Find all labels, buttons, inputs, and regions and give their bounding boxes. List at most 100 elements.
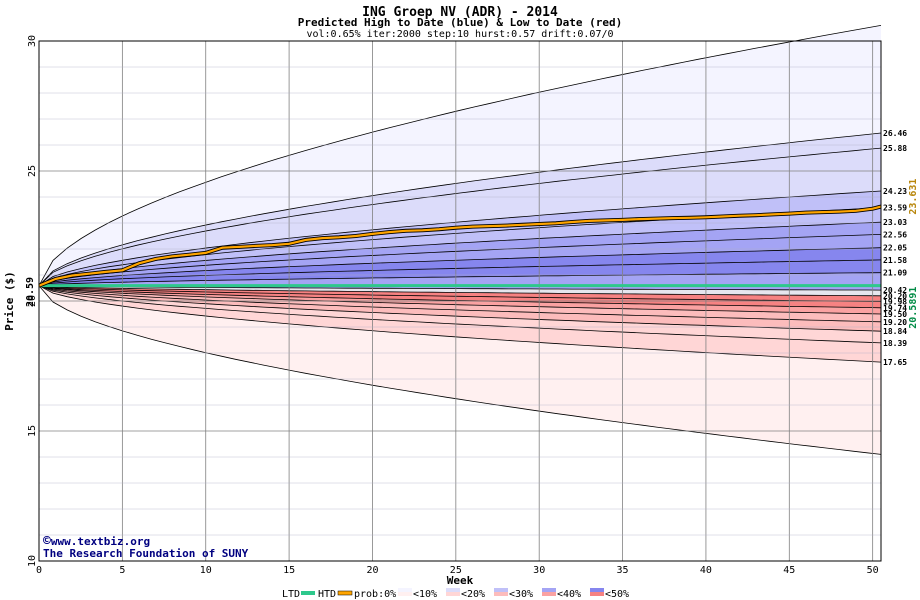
band-boundary-0	[38, 25, 882, 286]
low-band-7	[39, 285, 881, 455]
watermark-line-2: The Research Foundation of SUNY	[43, 547, 249, 560]
band-end-label: 23.59	[883, 204, 907, 213]
band-end-label: 18.84	[883, 327, 907, 336]
low-band-0	[39, 285, 881, 302]
band-boundary-11	[38, 285, 882, 297]
legend-prob-label: prob:0%	[354, 589, 396, 600]
legend-swatch-blue	[398, 588, 412, 592]
band-boundary-6	[38, 234, 882, 287]
band-end-label: 19.50	[883, 310, 907, 319]
x-tick-label: 0	[36, 565, 42, 576]
legend-swatch-blue	[542, 588, 556, 592]
legend-item-label: <40%	[557, 589, 581, 600]
plot-frame	[38, 40, 882, 562]
x-tick-label: 5	[119, 565, 125, 576]
band-end-labels: 26.46 25.88 24.23 23.59 23.03 22.56 22.05 21.58…	[883, 129, 907, 367]
legend-htd-label: HTD	[318, 589, 336, 600]
high-band-5	[39, 222, 881, 286]
watermark-url: www.textbiz.org	[51, 535, 150, 548]
legend-item-label: <50%	[605, 589, 629, 600]
legend-item-label: <20%	[461, 589, 485, 600]
grid-lines	[38, 40, 881, 562]
legend-ltd-label: LTD	[282, 589, 300, 600]
legend-ltd-swatch	[301, 591, 315, 595]
legend-swatch-red	[398, 592, 412, 596]
band-end-label: 22.56	[883, 230, 907, 239]
low-band-2	[39, 285, 881, 314]
copyright-symbol: ©	[43, 534, 51, 549]
legend-swatch-blue	[590, 588, 604, 592]
high-band-3	[39, 191, 881, 286]
band-boundary-12	[38, 285, 882, 302]
x-tick-label: 35	[617, 565, 629, 576]
legend-swatch-blue	[446, 588, 460, 592]
band-boundary-14	[38, 285, 882, 315]
low-band-5	[39, 285, 881, 343]
legend: LTD HTD prob:0% <10% <20% <30% <40% <50%	[282, 588, 629, 600]
chart-params: vol:0.65% iter:2000 step:10 hurst:0.57 d…	[306, 29, 613, 40]
x-tick-label: 50	[867, 565, 879, 576]
legend-swatch-blue	[494, 588, 508, 592]
legend-prob-items: <10% <20% <30% <40% <50%	[398, 588, 629, 600]
low-band-1	[39, 285, 881, 308]
band-end-label: 21.58	[883, 256, 907, 265]
band-boundary-16	[38, 285, 882, 332]
high-band-4	[39, 207, 881, 286]
band-boundary-15	[38, 285, 882, 323]
legend-swatch-red	[446, 592, 460, 596]
legend-swatch-red	[542, 592, 556, 596]
band-boundary-10	[38, 285, 882, 291]
y-tick-label: 10	[27, 555, 38, 567]
band-end-label: 21.09	[883, 269, 907, 278]
high-band-0	[39, 25, 881, 286]
band-end-label: 23.03	[883, 218, 907, 227]
legend-item-label: <10%	[413, 589, 437, 600]
y-tick-label: 25	[27, 165, 38, 177]
band-end-label: 20.42	[883, 286, 907, 295]
band-boundary-13	[38, 285, 882, 309]
y-tick-label: 15	[27, 425, 38, 437]
x-tick-label: 10	[200, 565, 212, 576]
chart-title: ING Groep NV (ADR) - 2014	[362, 5, 558, 20]
band-boundary-1	[38, 132, 882, 286]
start-price-label: 20.59	[25, 277, 36, 307]
band-end-label: 22.05	[883, 244, 907, 253]
band-end-label: 18.39	[883, 339, 907, 348]
band-boundary-18	[38, 285, 882, 363]
band-boundary-8	[38, 259, 882, 287]
x-tick-label: 40	[700, 565, 712, 576]
ltd-final-label: 20.5891	[908, 287, 919, 329]
band-end-label: 19.98	[883, 298, 907, 307]
x-tick-label: 15	[283, 565, 295, 576]
high-band-2	[39, 148, 881, 286]
legend-swatch-red	[590, 592, 604, 596]
low-band-3	[39, 285, 881, 322]
band-boundary-2	[38, 147, 882, 286]
x-tick-label: 20	[366, 565, 378, 576]
legend-swatch-red	[494, 592, 508, 596]
band-end-label: 24.23	[883, 187, 907, 196]
band-end-label: 19.20	[883, 318, 907, 327]
band-boundary-3	[38, 190, 882, 287]
y-axis-label: Price ($)	[3, 271, 16, 331]
probability-bands	[38, 25, 882, 455]
band-boundary-19	[38, 285, 882, 455]
high-band-8	[39, 259, 881, 286]
chart-subtitle: Predicted High to Date (blue) & Low to D…	[298, 16, 623, 29]
band-end-label: 25.88	[883, 144, 907, 153]
high-band-1	[39, 133, 881, 286]
center-band	[39, 285, 881, 296]
x-axis-label: Week	[447, 574, 474, 587]
band-boundary-5	[38, 221, 882, 287]
band-end-label: 17.65	[883, 358, 907, 367]
band-boundary-17	[38, 285, 882, 344]
band-end-label: 19.74	[883, 304, 907, 313]
axis-ticks: 0 5 10 15 20 25 30 35 40 45 50 10 15 20 25 30	[27, 35, 879, 576]
low-band-6	[39, 285, 881, 363]
low-band-4	[39, 285, 881, 332]
htd-final-label: 23.631	[908, 179, 919, 215]
band-boundary-9	[38, 272, 882, 287]
x-tick-label: 45	[783, 565, 795, 576]
y-tick-label: 20	[27, 295, 38, 307]
